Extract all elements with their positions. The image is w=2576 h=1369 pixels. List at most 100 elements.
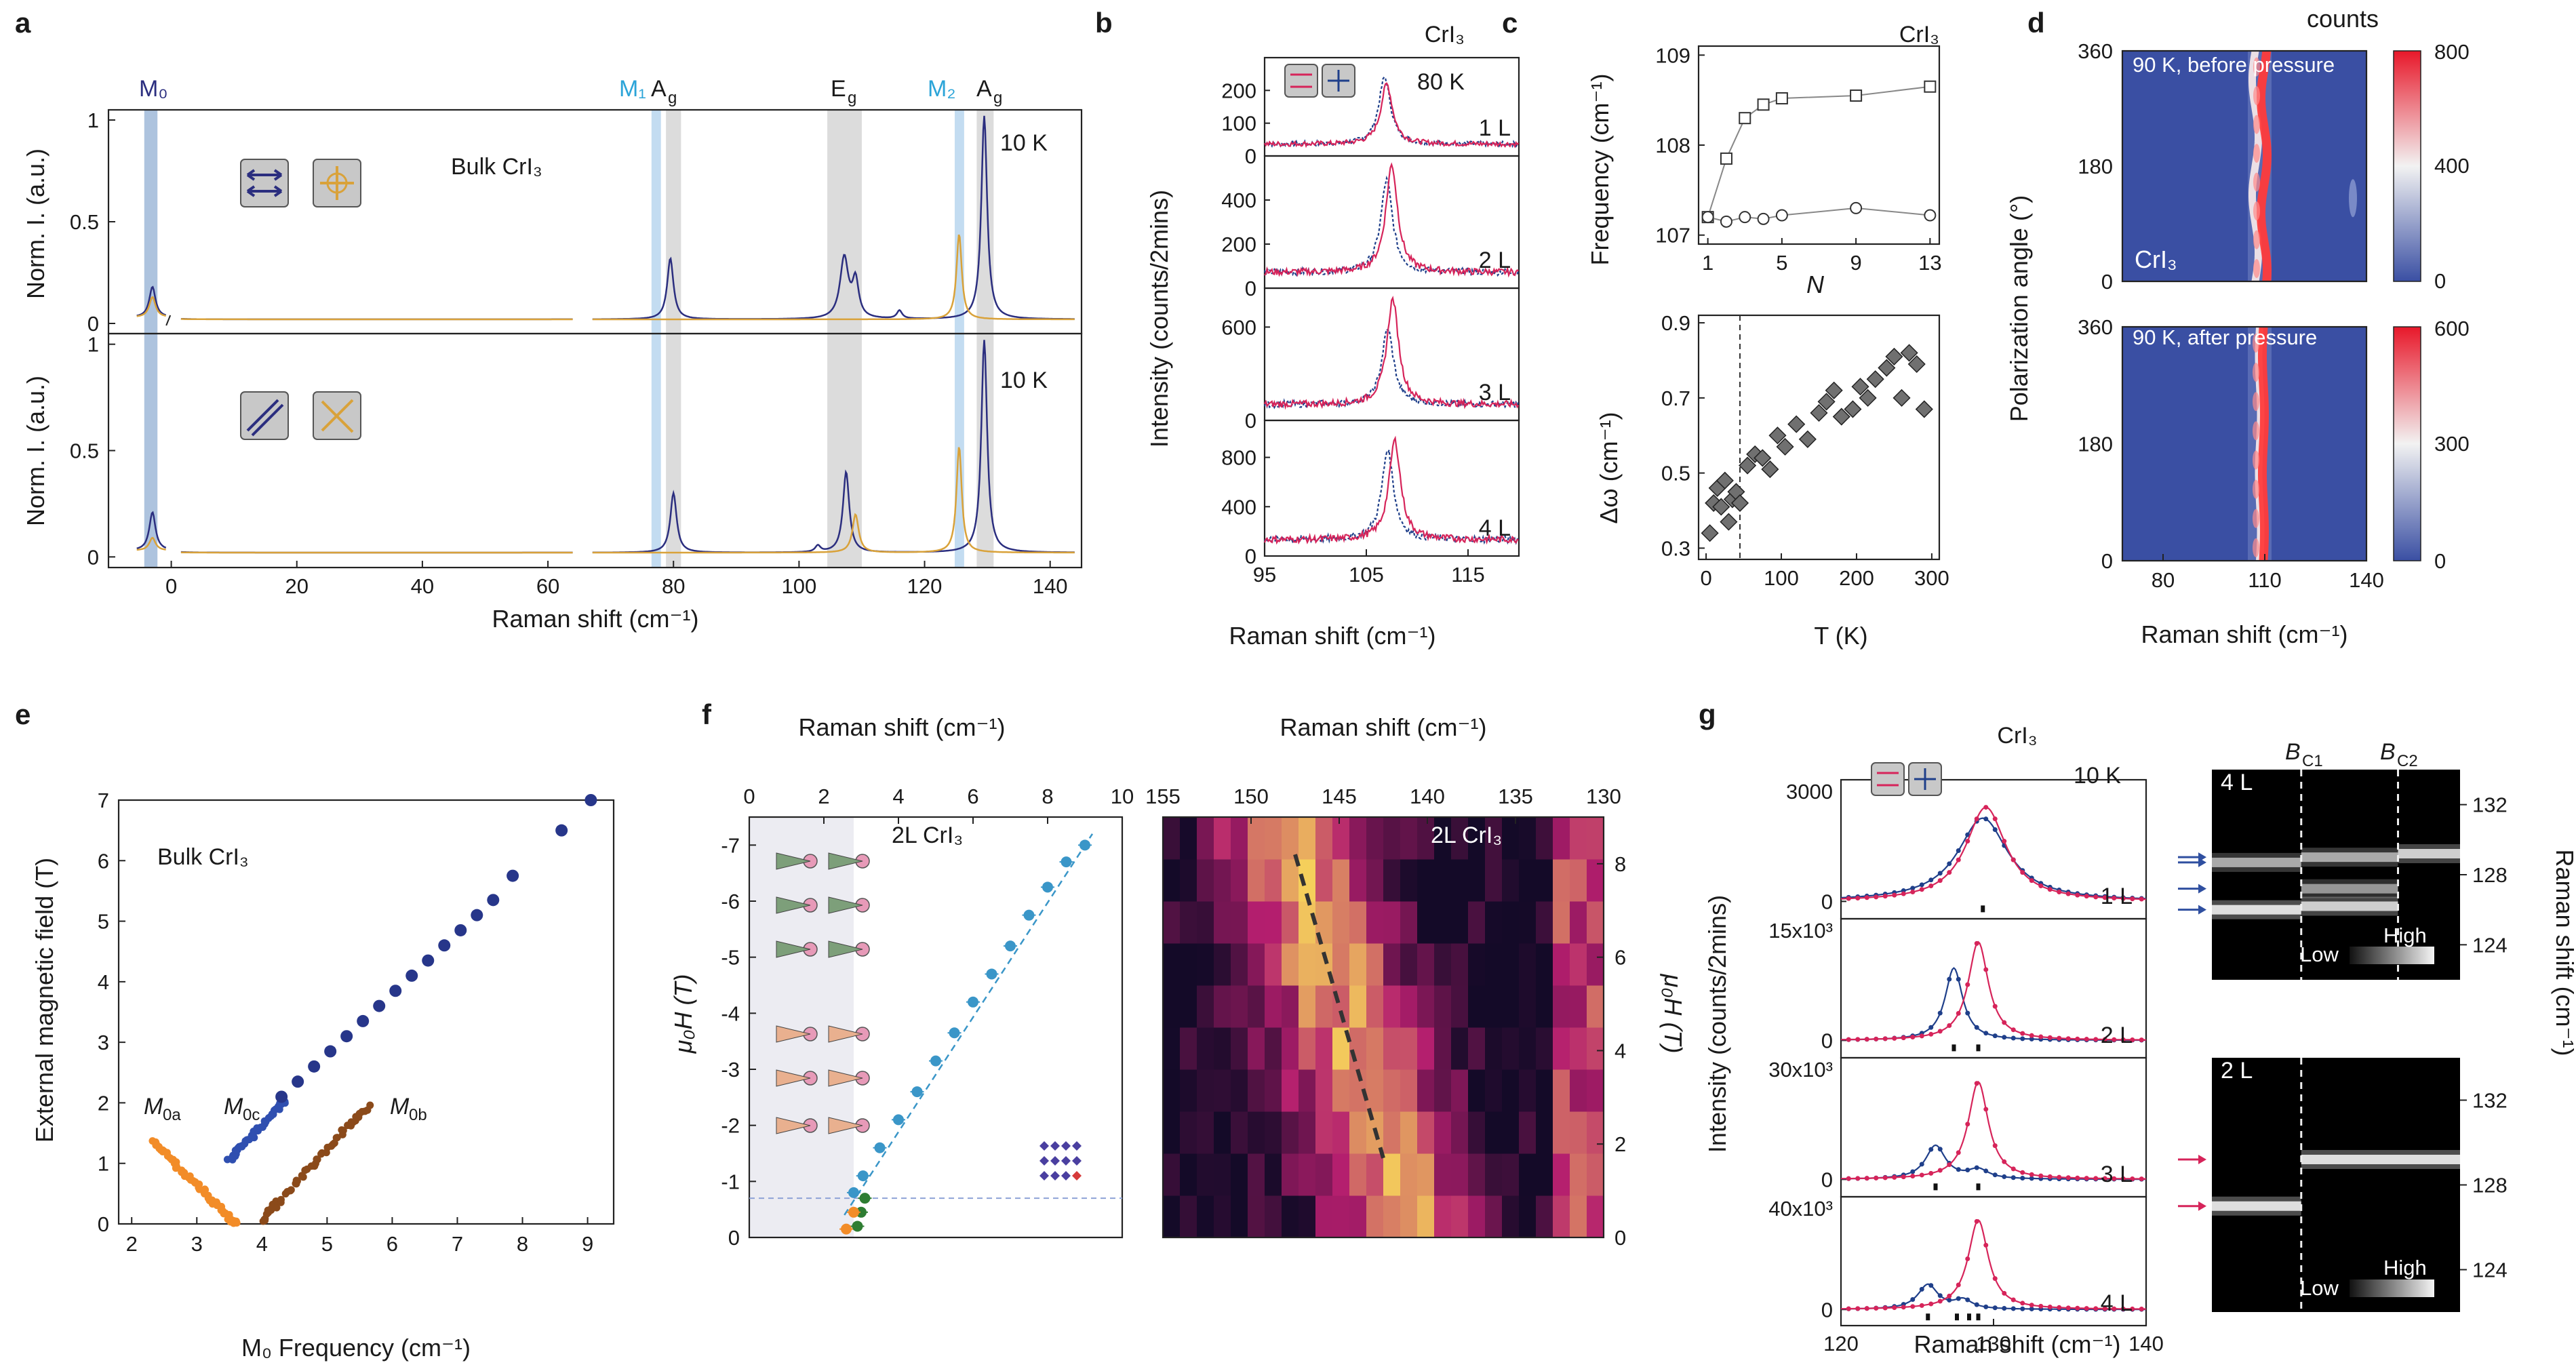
y-tick-label: 180 [2078, 433, 2113, 456]
panel-e-material: Bulk CrI₃ [157, 844, 249, 870]
data-point-red [1928, 1170, 1934, 1176]
data-point-red [1947, 1023, 1952, 1029]
heatmap-cell [1332, 1195, 1350, 1238]
data-point-red [1882, 894, 1888, 899]
heatmap-cell [1417, 1195, 1435, 1238]
heatmap-cell [1451, 1153, 1469, 1196]
panel-a-ylabel-bottom: Norm. I. (a.u.) [22, 376, 49, 526]
y-tick-label: 0.5 [70, 210, 99, 234]
heatmap-cell [1536, 1027, 1553, 1070]
heatmap-cell [1332, 901, 1350, 944]
data-point-blue [1974, 1025, 1979, 1030]
series-amber-line [136, 536, 166, 551]
data-point-diamond [1720, 513, 1738, 531]
heatmap-cell [1214, 859, 1231, 902]
polarization-icon-parallel-navy [240, 159, 289, 207]
heatmap-cell [1282, 1111, 1299, 1154]
label-m0b: M [390, 1094, 410, 1119]
heatmap-lobe [2253, 479, 2259, 499]
heatmap-cell [1349, 817, 1367, 860]
y-tick-label: 200 [1221, 233, 1256, 256]
data-point-red [1901, 1174, 1906, 1180]
x-tick-label: 5 [1776, 251, 1787, 275]
heatmap-cell [1282, 859, 1299, 902]
heatmap-cell [1163, 1027, 1181, 1070]
x-tick-label: 110 [2248, 568, 2281, 592]
heatmap-cell [1485, 1111, 1503, 1154]
heatmap-peak-line [2258, 326, 2269, 561]
data-point-red [2047, 1174, 2053, 1179]
data-point-blue [1910, 1169, 1916, 1174]
panel-c-bottom-ylabel: Δω (cm⁻¹) [1595, 412, 1623, 523]
data-point-red [2029, 1303, 2034, 1308]
data-point-red [2010, 1027, 2016, 1033]
data-point-diamond [1798, 430, 1817, 448]
y-tick-label: 360 [2078, 315, 2113, 339]
heatmap-cell [1180, 901, 1197, 944]
data-point-red [1910, 889, 1916, 894]
data-point-m0-high-field [389, 985, 402, 997]
heatmap-cell [1468, 901, 1486, 944]
map-layer-4l: 4 L [2221, 770, 2253, 795]
y-tick-label: 0 [728, 1226, 740, 1250]
heatmap-cell [1417, 817, 1435, 860]
layer-label: 1 L [1479, 115, 1511, 141]
data-point-red [1846, 896, 1851, 901]
data-point-red [2084, 894, 2089, 899]
data-point-teal [1079, 839, 1090, 851]
heatmap-cell [1502, 859, 1520, 902]
x-tick-label: 130 [1976, 1332, 2011, 1355]
heatmap-cell [1248, 985, 1265, 1028]
data-point-red [1882, 1175, 1888, 1180]
mode-marker [1976, 1044, 1981, 1052]
heatmap-cell [1502, 1195, 1520, 1238]
heatmap-cell [1349, 985, 1367, 1028]
data-point-m0-high-field [507, 869, 519, 882]
heatmap-cell [1282, 1069, 1299, 1112]
spin-cone-orange [828, 1069, 863, 1087]
heatmap-cell [1400, 985, 1418, 1028]
data-point-blue [1919, 882, 1924, 888]
heatmap-cell [1400, 1069, 1418, 1112]
data-point-red [2038, 1303, 2044, 1309]
data-point-red [2093, 1306, 2099, 1311]
data-point-red [1855, 896, 1861, 901]
data-point-blue [1937, 871, 1943, 876]
data-point-red [1864, 1306, 1869, 1311]
heatmap-cell [1400, 1195, 1418, 1238]
heatmap-cell [1519, 1027, 1537, 1070]
data-point-diamond [1753, 449, 1772, 467]
data-point-diamond [1915, 400, 1933, 418]
data-point-red [1846, 1037, 1851, 1042]
heatmap-cell [1349, 901, 1367, 944]
heatmap-cell [1553, 1153, 1570, 1196]
data-point-blue [1928, 1025, 1934, 1030]
spin-cone-green [828, 852, 863, 870]
heatmap-background [2122, 51, 2366, 281]
heatmap-cell [1163, 1069, 1181, 1112]
data-point-red [1974, 940, 1979, 946]
data-point-red [1919, 1033, 1924, 1039]
spin-cone-green [828, 896, 863, 914]
x-tick-label: 135 [1498, 785, 1533, 808]
panel-a-xlabel: Raman shift (cm⁻¹) [492, 605, 698, 633]
heatmap-cell [1570, 817, 1587, 860]
series-blue-line [1263, 175, 1520, 277]
y-tick-label: 0 [1821, 890, 1833, 913]
trend-line [1293, 854, 1385, 1159]
data-point-blue [2002, 1035, 2007, 1040]
heatmap-cell [1248, 859, 1265, 902]
data-point-blue [1983, 816, 1989, 822]
heatmap-cell [1349, 1153, 1367, 1196]
heatmap-cell [1332, 1153, 1350, 1196]
heatmap-cell [1299, 1195, 1316, 1238]
data-point-red [2047, 1305, 2053, 1310]
heatmap-cell [1587, 985, 1604, 1028]
data-point-m0-high-field [487, 894, 500, 907]
data-point-red [1892, 892, 1897, 898]
label-bc2-sub: C2 [2397, 752, 2418, 770]
heatmap-cell [1553, 859, 1570, 902]
mode-marker [1967, 1313, 1971, 1321]
data-point-blue [1983, 1031, 1989, 1036]
data-point-m0-high-field [584, 794, 597, 806]
